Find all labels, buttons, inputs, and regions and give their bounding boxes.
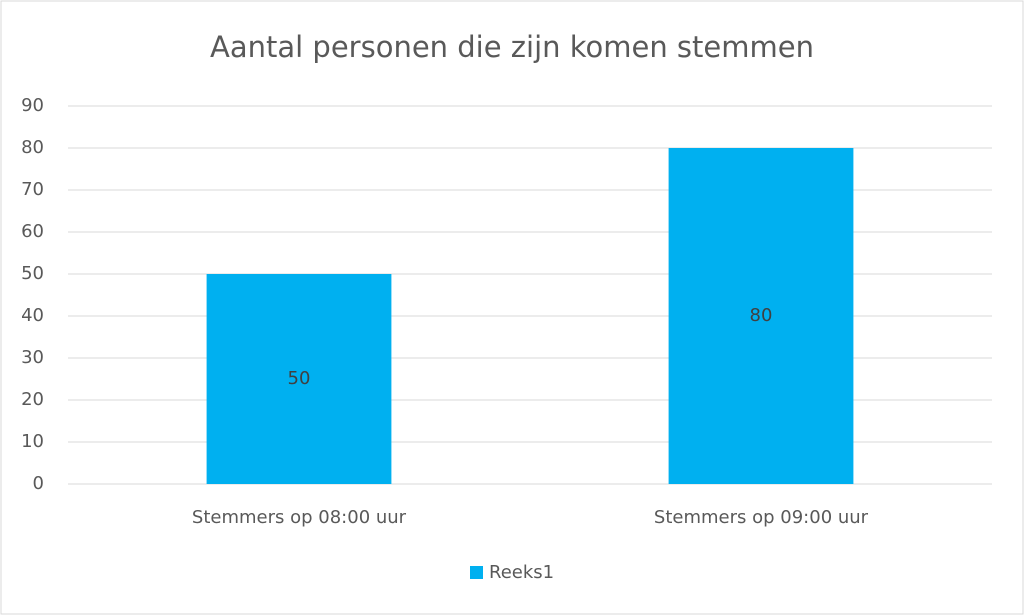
bar	[668, 148, 854, 484]
x-tick-label: Stemmers op 08:00 uur	[192, 507, 407, 528]
data-label: 80	[750, 305, 773, 326]
y-tick-label: 60	[21, 221, 44, 242]
y-tick-label: 30	[21, 347, 44, 368]
y-tick-label: 20	[21, 389, 44, 410]
y-tick-label: 70	[21, 179, 44, 200]
y-tick-label: 50	[21, 263, 44, 284]
y-tick-label: 0	[33, 473, 44, 494]
y-tick-label: 10	[21, 431, 44, 452]
x-tick-label: Stemmers op 09:00 uur	[654, 507, 869, 528]
y-tick-label: 90	[21, 95, 44, 116]
y-tick-label: 40	[21, 305, 44, 326]
legend-swatch	[470, 566, 483, 579]
chart-title: Aantal personen die zijn komen stemmen	[210, 30, 814, 64]
legend-label: Reeks1	[489, 562, 554, 583]
bar	[206, 274, 392, 484]
y-tick-label: 80	[21, 137, 44, 158]
data-label: 50	[288, 368, 311, 389]
